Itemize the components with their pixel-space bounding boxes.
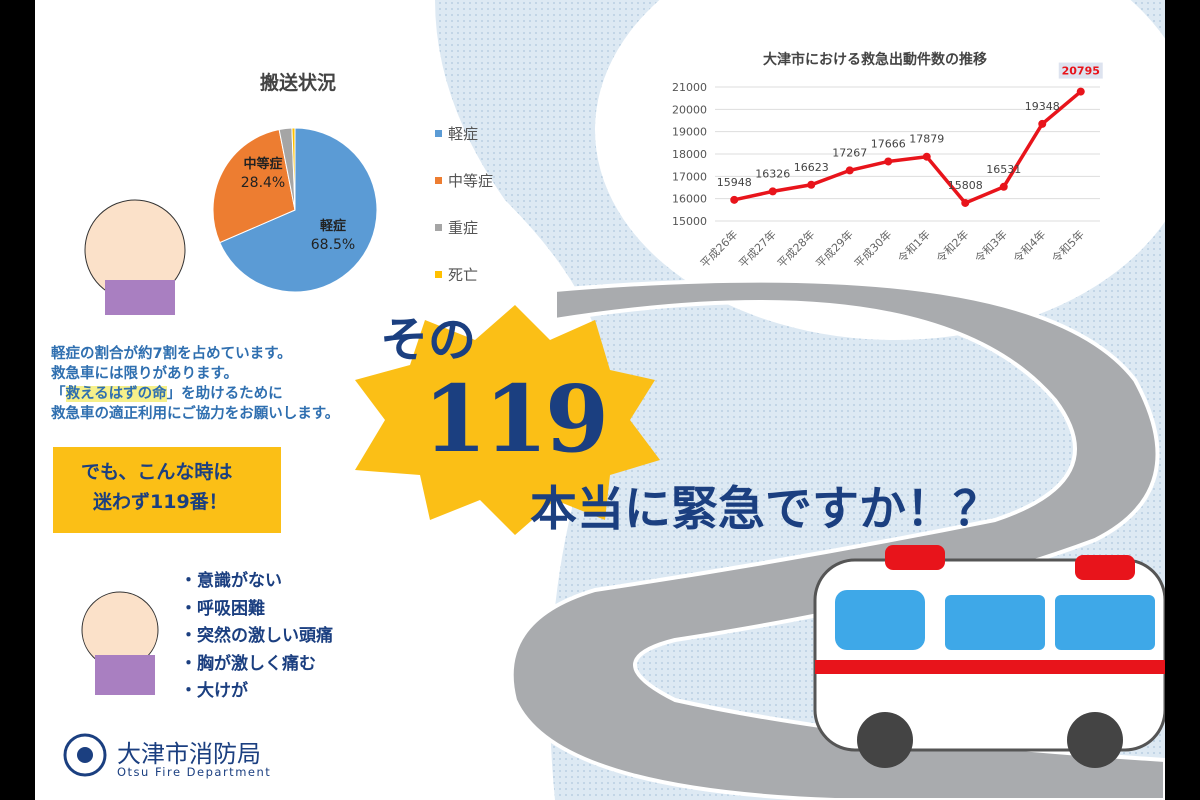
data-point [884, 157, 893, 166]
data-point [807, 180, 816, 189]
callout-line: でも、こんな時は [81, 461, 233, 483]
y-tick-label: 15000 [672, 215, 707, 228]
pie-slice-0 [219, 127, 378, 293]
legend-label: 中等症 [448, 172, 494, 190]
pie-slice-1 [212, 128, 296, 244]
poster: 搬送状況 軽症 68.5% 中等症 28.4% 軽症 中等症 重症 死亡 大津市における救急… [35, 0, 1165, 800]
x-tick-label: 令和2年 [933, 227, 971, 265]
message-line: 軽症の割合が約7割を占めています。 [51, 346, 292, 362]
pie-label-value: 28.4% [241, 175, 285, 191]
legend-swatch [435, 130, 442, 137]
x-tick-label: 平成27年 [736, 227, 779, 270]
data-point [961, 198, 970, 207]
highlighted-phrase: 救えるはずの命 [65, 386, 167, 402]
y-tick-label: 16000 [672, 193, 707, 206]
data-point [1038, 119, 1047, 128]
legend-label: 死亡 [448, 266, 479, 284]
road [509, 278, 1165, 800]
legend-item: 重症 [435, 217, 478, 238]
bracket: 「 [51, 386, 66, 402]
chart-title: 大津市における救急出動件数の推移 [763, 51, 987, 68]
x-tick-label: 平成26年 [697, 227, 740, 270]
symptom-item: ・大けが [180, 681, 248, 701]
symptom-item: ・意識がない [180, 571, 282, 591]
data-point [730, 195, 739, 204]
y-tick-label: 19000 [672, 126, 707, 139]
data-label: 16623 [794, 161, 829, 174]
y-tick-label: 18000 [672, 148, 707, 161]
data-label: 15808 [948, 179, 983, 192]
message-line: 救急車の適正利用にご協力をお願いします。 [51, 406, 340, 422]
background-art [63, 0, 1165, 800]
symptom-item: ・突然の激しい頭痛 [180, 626, 333, 646]
headline-sono: その [380, 312, 477, 368]
chart-white-circle [595, 0, 1165, 340]
legend-swatch [435, 224, 442, 231]
logo-name: 大津市消防局 [117, 740, 261, 768]
data-label: 17879 [909, 133, 944, 146]
legend-item: 死亡 [435, 264, 478, 285]
legend-label: 軽症 [448, 125, 479, 143]
line-chart: 大津市における救急出動件数の推移 15000 16000 17000 18000 1900… [672, 51, 1103, 270]
data-label: 19348 [1025, 100, 1060, 113]
message-rest: 」を助けるために [166, 386, 283, 402]
legend-item: 中等症 [435, 170, 493, 191]
callout-line: 迷わず119番！ [93, 491, 228, 513]
x-tick-label: 平成29年 [813, 227, 856, 270]
callout-box: でも、こんな時は 迷わず119番！ [53, 447, 281, 533]
data-point [922, 152, 931, 161]
starburst [355, 305, 660, 535]
headline-119: 119 [423, 365, 609, 473]
legend-swatch [435, 177, 442, 184]
x-tick-label: 令和5年 [1049, 227, 1087, 265]
message-line: 「救えるはずの命」を助けるために [51, 384, 339, 404]
y-tick-label: 20000 [672, 103, 707, 116]
series-line [733, 90, 1082, 206]
message-line: 救急車には限りがあります。 [51, 366, 239, 382]
data-point [768, 187, 777, 196]
message-text: 軽症の割合が約7割を占めています。 救急車には限りがあります。 「救えるはずの命… [51, 344, 339, 424]
y-tick-label: 21000 [672, 81, 707, 94]
data-label: 16326 [755, 167, 790, 180]
data-point [845, 166, 854, 175]
pie-slice-3 [291, 127, 296, 211]
pie-chart: 軽症 68.5% 中等症 28.4% [212, 127, 378, 293]
data-point [1076, 87, 1085, 96]
data-label: 20795 [1062, 65, 1100, 78]
headline-question: 本当に緊急ですか！？ [530, 482, 1000, 537]
pie-label-value: 68.5% [311, 237, 355, 253]
fire-dept-emblem [63, 733, 107, 777]
data-label: 16531 [986, 163, 1021, 176]
character-illustration-top [84, 199, 186, 315]
data-point [999, 182, 1008, 191]
x-tick-label: 令和3年 [972, 227, 1010, 265]
symptom-item: ・呼吸困難 [180, 598, 265, 619]
data-label: 17267 [832, 146, 867, 159]
symptom-list: ・意識がない ・呼吸困難 ・突然の激しい頭痛 ・胸が激しく痛む ・大けが [180, 568, 333, 706]
x-tick-label: 令和1年 [895, 227, 933, 265]
character-illustration-bottom [81, 591, 159, 695]
data-label: 15948 [717, 176, 752, 189]
x-tick-label: 平成30年 [851, 227, 894, 270]
highlight-label-bg [1058, 62, 1103, 79]
x-tick-label: 令和4年 [1010, 227, 1048, 265]
data-label: 17666 [871, 137, 906, 150]
ambulance-illustration [813, 545, 1165, 768]
pie-title: 搬送状況 [260, 72, 337, 94]
legend-item: 軽症 [435, 123, 478, 144]
y-tick-label: 17000 [672, 170, 707, 183]
logo-subtitle: Otsu Fire Department [117, 765, 272, 779]
pie-label-name: 軽症 [320, 218, 346, 234]
symptom-item: ・胸が激しく痛む [180, 653, 316, 674]
legend-swatch [435, 271, 442, 278]
x-tick-label: 平成28年 [774, 227, 817, 270]
pie-label-name: 中等症 [243, 156, 282, 172]
legend-label: 重症 [448, 219, 479, 237]
